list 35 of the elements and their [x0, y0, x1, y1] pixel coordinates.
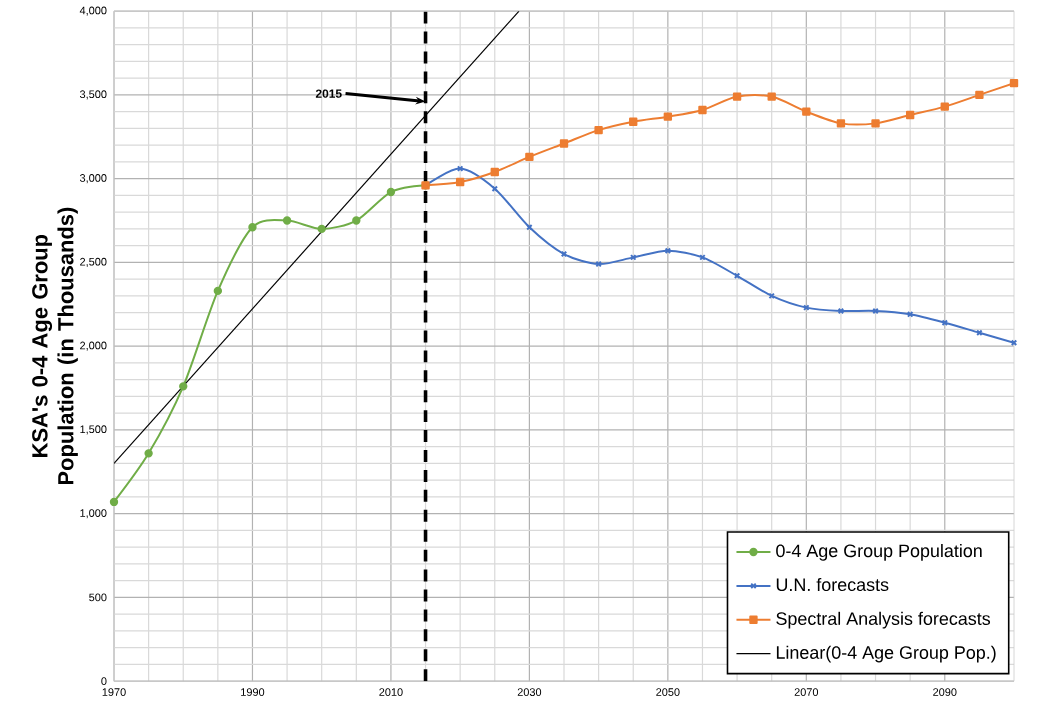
point: [836, 119, 846, 128]
legend-label: Linear(0-4 Age Group Pop.): [776, 646, 996, 663]
point: [802, 107, 811, 117]
point: [905, 111, 915, 120]
point: [733, 272, 741, 280]
y-axis-title: KSA's 0-4 Age Group Population (in Thousands): [32, 208, 78, 485]
legend-label: Spectral Analysis forecasts: [776, 612, 991, 629]
point: [663, 112, 673, 122]
point: [594, 126, 603, 135]
point: [317, 225, 326, 234]
point: [282, 216, 292, 226]
point: [837, 308, 845, 315]
legend-label: 0-4 Age Group Population: [776, 544, 982, 562]
point: [559, 139, 569, 149]
point: [768, 293, 775, 300]
point: [732, 92, 742, 102]
point: [248, 223, 257, 232]
point: [1009, 79, 1019, 88]
point: [767, 92, 776, 102]
point: [386, 188, 396, 197]
point: [871, 119, 880, 128]
point: [144, 449, 153, 458]
point: [975, 91, 984, 100]
point: [179, 382, 188, 391]
point: [109, 498, 119, 507]
point: [698, 106, 707, 115]
point: [455, 178, 465, 187]
point: [940, 102, 949, 112]
point: [213, 287, 223, 296]
point: [560, 251, 568, 258]
point: [629, 117, 638, 127]
point: [525, 153, 534, 162]
point: [490, 168, 499, 177]
legend-label: U.N. forecasts: [776, 578, 889, 592]
point: [352, 216, 361, 226]
